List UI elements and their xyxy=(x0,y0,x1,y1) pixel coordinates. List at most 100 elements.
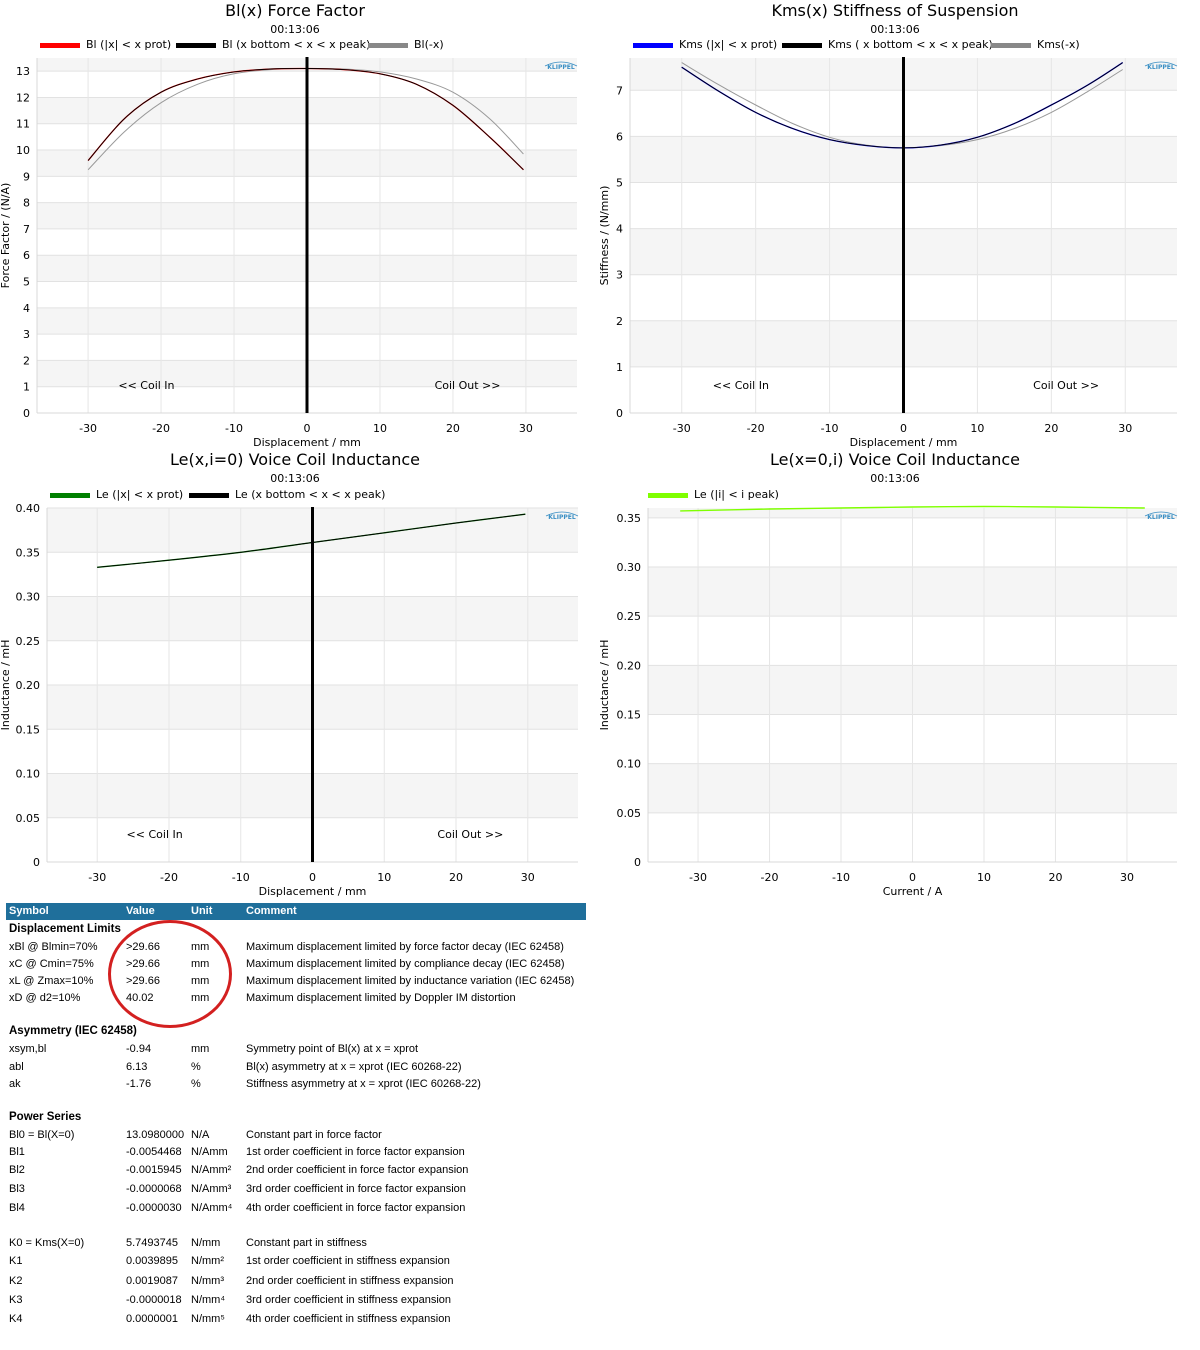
chart-bl: Bl(x) Force Factor 00:13:06 Bl (|x| < x … xyxy=(0,0,590,450)
y-tick-label: 0.10 xyxy=(617,758,642,771)
y-tick-label: 7 xyxy=(616,84,623,97)
table-row: xL @ Zmax=10% >29.66 mm Maximum displacemen… xyxy=(6,975,586,991)
table-row: xC @ Cmin=75% >29.66 mm Maximum displacemen… xyxy=(6,958,586,974)
x-tick-label: 10 xyxy=(977,871,991,884)
cell-value: 0.0000001 xyxy=(126,1313,178,1325)
x-tick-label: -20 xyxy=(152,422,170,435)
cell-value: 0.0039895 xyxy=(126,1255,178,1267)
cell-value: 0.0019087 xyxy=(126,1275,178,1287)
table-row: ak -1.76% Stiffness asymmetry at x = xprot… xyxy=(6,1078,586,1094)
legend-item: Bl(-x) xyxy=(368,38,444,51)
plot-le-i: 0 0.05 0.10 0.15 0.20 0.25 0.30 0.35 -30 -20 -10 0 1… xyxy=(598,505,1178,898)
cell-unit: mm xyxy=(191,1043,210,1055)
legend-item: Kms ( x bottom < x < x peak) xyxy=(782,38,993,51)
y-tick-label: 8 xyxy=(23,197,30,210)
klippel-logo-arc xyxy=(1144,61,1178,67)
cell-symbol: K3 xyxy=(9,1294,23,1306)
x-tick-label: 20 xyxy=(446,422,460,435)
cell-value: -0.0000068 xyxy=(126,1183,182,1195)
x-tick-label: 10 xyxy=(970,422,984,435)
x-tick-label: 0 xyxy=(309,871,316,884)
cell-symbol: K1 xyxy=(9,1255,23,1267)
x-tick-label: 20 xyxy=(449,871,463,884)
annotation-coil-in: << Coil In xyxy=(118,379,174,392)
legend-label: Bl(-x) xyxy=(414,38,444,51)
klippel-logo-arc xyxy=(1144,511,1178,517)
chart-timestamp: 00:13:06 xyxy=(270,23,320,36)
cell-comment: 3rd order coefficient in stiffness expan… xyxy=(246,1294,452,1306)
legend-swatch xyxy=(991,42,1031,48)
cell-unit: N/Amm² xyxy=(191,1164,232,1176)
cell-comment: Maximum displacement limited by force fa… xyxy=(246,941,564,953)
cell-unit: N/mm xyxy=(191,1237,221,1249)
cell-value: -0.94 xyxy=(126,1043,152,1055)
legend-label: Le (|i| < i peak) xyxy=(694,488,779,501)
y-tick-label: 0.20 xyxy=(617,659,642,672)
legend-item: Kms(-x) xyxy=(991,38,1080,51)
y-tick-label: 0 xyxy=(634,856,641,869)
cell-comment: Constant part in force factor xyxy=(246,1129,382,1141)
x-tick-label: -10 xyxy=(225,422,243,435)
chart-le-i: Le(x=0,i) Voice Coil Inductance 00:13:06… xyxy=(595,450,1195,900)
cell-comment: 2nd order coefficient in force factor ex… xyxy=(246,1164,469,1176)
y-tick-label: 3 xyxy=(616,269,623,282)
cell-symbol: xD @ d2=10% xyxy=(9,992,81,1004)
y-tick-label: 0.25 xyxy=(16,635,41,648)
cell-symbol: K4 xyxy=(9,1313,23,1325)
x-axis-label: Displacement / mm xyxy=(850,436,958,449)
y-tick-label: 0 xyxy=(616,407,623,420)
y-tick-label: 0.35 xyxy=(16,546,41,559)
klippel-logo: KLIPPEL xyxy=(548,514,576,521)
y-tick-label: 9 xyxy=(23,170,30,183)
cell-value: -0.0054468 xyxy=(126,1146,182,1158)
cell-symbol: Bl3 xyxy=(9,1183,25,1195)
x-tick-label: -20 xyxy=(761,871,779,884)
x-tick-label: 0 xyxy=(900,422,907,435)
y-tick-label: 11 xyxy=(16,118,30,131)
annotation-coil-out: Coil Out >> xyxy=(435,379,501,392)
table-row: K0 = Kms(X=0) 5.7493745 N/mm Constant part … xyxy=(6,1237,586,1253)
cell-unit: N/A xyxy=(191,1129,210,1141)
table-row: K2 0.0019087 N/mm³ 2nd order coefficient in… xyxy=(6,1275,586,1291)
y-tick-label: 0 xyxy=(33,856,40,869)
y-tick-label: 6 xyxy=(616,130,623,143)
cell-symbol: xC @ Cmin=75% xyxy=(9,958,94,970)
table-row: Bl2 -0.0015945 N/Amm² 2nd order coefficient… xyxy=(6,1164,586,1180)
legend-item: Le (|i| < i peak) xyxy=(648,488,779,501)
cell-comment: Bl(x) asymmetry at x = xprot (IEC 60268-… xyxy=(246,1061,462,1073)
y-tick-label: 10 xyxy=(16,144,30,157)
legend-item: Kms (|x| < x prot) xyxy=(633,38,777,51)
x-axis-label: Displacement / mm xyxy=(253,436,361,449)
x-tick-label: 30 xyxy=(519,422,533,435)
y-tick-label: 0.15 xyxy=(617,709,642,722)
table-row: K1 0.0039895 N/mm² 1st order coefficient in… xyxy=(6,1255,586,1271)
legend-label: Kms(-x) xyxy=(1037,38,1080,51)
y-axis-label: Inductance / mH xyxy=(0,640,12,731)
legend-label: Le (|x| < x prot) xyxy=(96,488,184,501)
y-tick-label: 0 xyxy=(23,407,30,420)
series-line xyxy=(680,505,1145,512)
cell-unit: N/mm³ xyxy=(191,1275,224,1287)
chart-timestamp: 00:13:06 xyxy=(270,472,320,485)
x-tick-label: 0 xyxy=(909,871,916,884)
header-value: Value xyxy=(126,905,155,917)
cell-unit: N/Amm⁴ xyxy=(191,1202,233,1214)
table-row: Bl0 = Bl(X=0) 13.0980000 N/A Constant part … xyxy=(6,1129,586,1145)
y-tick-label: 4 xyxy=(616,223,623,236)
y-tick-label: 2 xyxy=(616,315,623,328)
section-title: Displacement Limits xyxy=(9,923,121,935)
y-tick-label: 12 xyxy=(16,91,30,104)
y-tick-label: 0.40 xyxy=(16,502,41,515)
y-tick-label: 5 xyxy=(23,276,30,289)
x-axis-label: Current / A xyxy=(883,885,943,898)
x-tick-label: -20 xyxy=(160,871,178,884)
cell-value: 13.0980000 xyxy=(126,1129,185,1141)
y-tick-label: 2 xyxy=(23,354,30,367)
legend-swatch xyxy=(40,42,80,48)
header-unit: Unit xyxy=(191,905,213,917)
cell-comment: 1st order coefficient in stiffness expan… xyxy=(246,1255,450,1267)
cell-comment: 3rd order coefficient in force factor ex… xyxy=(246,1183,466,1195)
cell-comment: Symmetry point of Bl(x) at x = xprot xyxy=(246,1043,419,1055)
x-tick-label: -30 xyxy=(88,871,106,884)
y-tick-label: 3 xyxy=(23,328,30,341)
